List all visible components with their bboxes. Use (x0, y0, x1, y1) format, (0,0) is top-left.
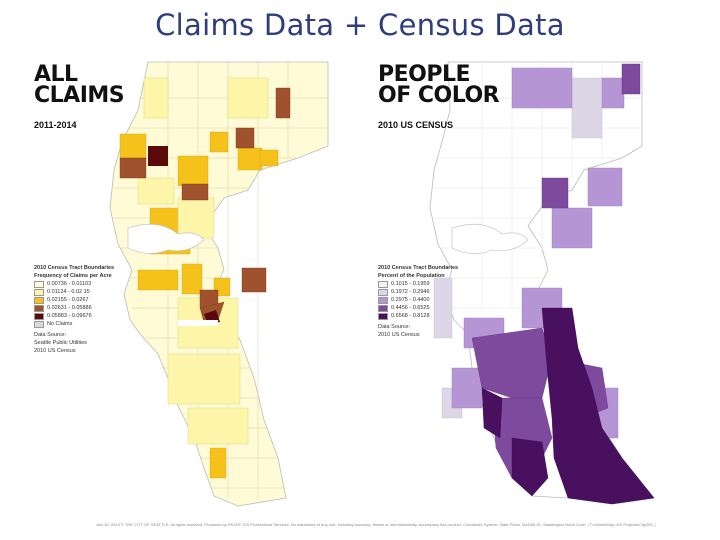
legend-label: 0.00736 - 0.01103 (47, 281, 92, 287)
legend-label: 0.02155 - 0.0267 (47, 297, 89, 303)
legend-label: 0.2975 - 0.4400 (391, 297, 430, 303)
legend-swatch (378, 280, 388, 288)
ship-canal-water (127, 223, 205, 254)
legend-label: 0.1972 - 0.2946 (391, 289, 430, 295)
legend-item: 0.02155 - 0.0267 (34, 296, 152, 304)
legend-swatch (378, 304, 388, 312)
page-title: Claims Data + Census Data (155, 8, 565, 42)
legend-item: 0.4456 - 0.6525 (378, 304, 496, 312)
claims-legend: 2010 Census Tract Boundaries Frequency o… (34, 264, 152, 355)
legend-item: 0.01124 - 0.02 15 (34, 288, 152, 296)
legend-label: No Claims (47, 321, 73, 327)
legend-swatch (34, 288, 44, 296)
claims-heading-line1: ALL (34, 62, 78, 87)
legend-title: 2010 Census Tract Boundaries (34, 265, 115, 271)
legend-swatch (34, 304, 44, 312)
people-of-color-map-panel: PEOPLE OF COLOR 2010 US CENSUS 2010 Cens… (372, 58, 712, 518)
legend-subtitle: Percent of the Population (378, 273, 445, 279)
legend-item: No Claims (34, 320, 152, 328)
legend-item: 0.02631 - 0.05886 (34, 304, 152, 312)
legend-swatch (34, 312, 44, 320)
data-source-line: 2010 US Census (34, 348, 76, 354)
legend-subtitle: Frequency of Claims per Acre (34, 273, 112, 279)
poc-heading-line2: OF COLOR (378, 83, 500, 108)
legend-label: 0.02631 - 0.05886 (47, 305, 92, 311)
legend-label: 0.4456 - 0.6525 (391, 305, 430, 311)
bay-water (178, 320, 218, 326)
legend-title: 2010 Census Tract Boundaries (378, 265, 459, 271)
legend-item: 0.1972 - 0.2946 (378, 288, 496, 296)
legend-item: 0.6568 - 0.8128 (378, 312, 496, 320)
data-source-line: 2010 US Census (378, 332, 420, 338)
mid-claims-tracts (137, 77, 269, 445)
legend-label: 0.05883 - 0.09676 (47, 313, 92, 319)
claims-choropleth-map (109, 61, 329, 507)
map-footer-credits: July 30, 2014 © THE CITY OF SEATTLE, all… (96, 522, 656, 527)
poc-heading-line1: PEOPLE (378, 62, 471, 87)
poc-subheading: 2010 US CENSUS (378, 120, 454, 130)
legend-swatch (378, 296, 388, 304)
legend-label: 0.1015 - 0.1959 (391, 281, 430, 287)
claims-map-panel: ALL CLAIMS 2011-2014 2010 Census Tract B… (28, 58, 368, 518)
highest-poc-tracts (481, 307, 655, 505)
ship-canal-water (451, 223, 529, 254)
claims-subheading: 2011-2014 (34, 120, 77, 130)
legend-swatch (34, 320, 44, 328)
legend-swatch (34, 296, 44, 304)
legend-label: 0.01124 - 0.02 15 (47, 289, 90, 295)
data-source-line: Seattle Public Utilities (34, 340, 87, 346)
legend-item: 0.00736 - 0.01103 (34, 280, 152, 288)
city-outline (109, 61, 329, 507)
claims-heading-line2: CLAIMS (34, 83, 125, 108)
legend-item: 0.2975 - 0.4400 (378, 296, 496, 304)
claims-heading: ALL CLAIMS (34, 62, 125, 108)
poc-legend: 2010 Census Tract Boundaries Percent of … (378, 264, 496, 339)
poc-heading: PEOPLE OF COLOR (378, 62, 500, 108)
legend-item: 0.05883 - 0.09676 (34, 312, 152, 320)
legend-swatch (378, 312, 388, 320)
legend-label: 0.6568 - 0.8128 (391, 313, 430, 319)
legend-item: 0.1015 - 0.1959 (378, 280, 496, 288)
data-source-label: Data Source: (378, 324, 411, 330)
data-source-label: Data Source: (34, 332, 67, 338)
people-of-color-choropleth-map (429, 61, 655, 505)
legend-swatch (34, 280, 44, 288)
legend-swatch (378, 288, 388, 296)
